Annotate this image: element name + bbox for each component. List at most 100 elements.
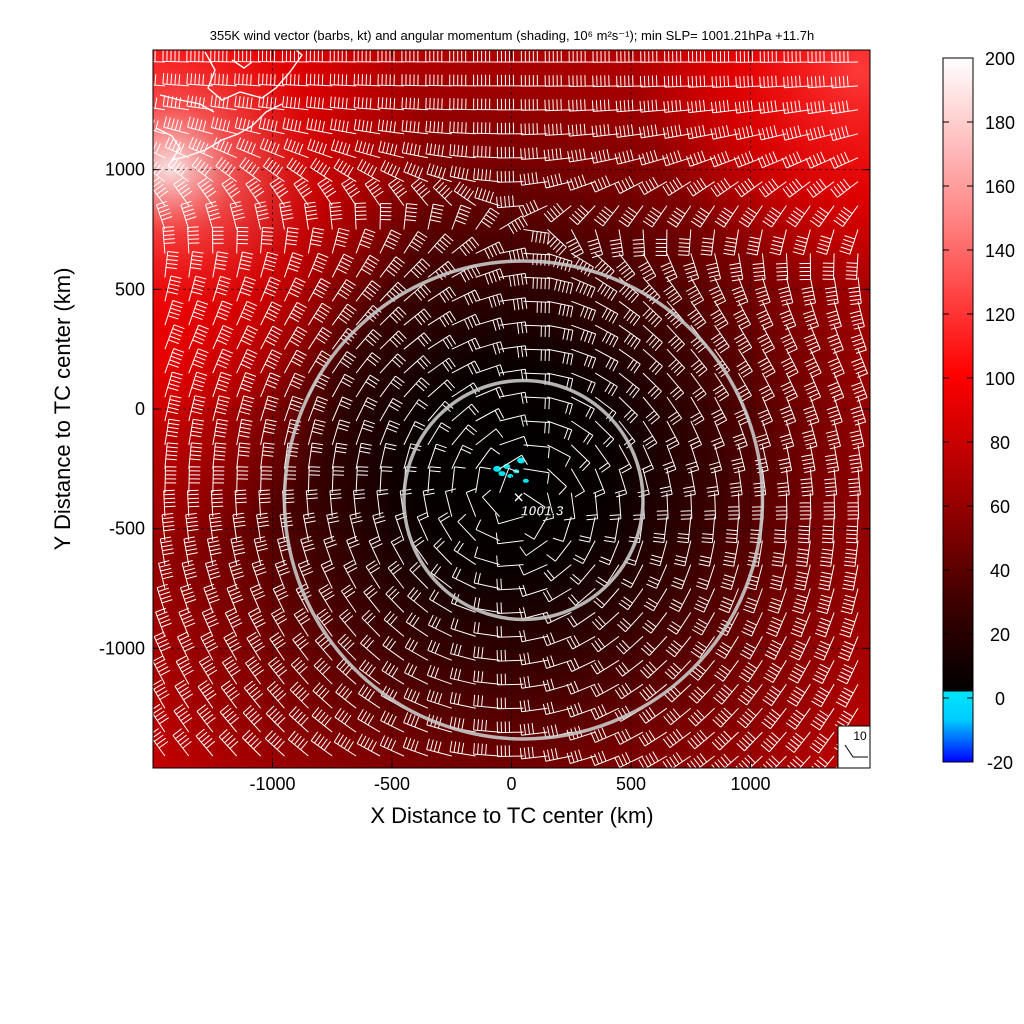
wind-barb bbox=[827, 372, 845, 402]
wind-barb bbox=[642, 324, 663, 352]
wind-barb bbox=[197, 177, 217, 206]
wind-barb bbox=[779, 420, 795, 450]
wind-barb bbox=[656, 492, 669, 520]
wind-barb bbox=[652, 516, 668, 543]
wind-barb bbox=[317, 177, 337, 206]
wind-barb bbox=[759, 51, 787, 63]
wind-barb bbox=[326, 512, 340, 541]
wind-barb bbox=[283, 442, 299, 469]
wind-barb bbox=[335, 683, 357, 709]
wind-barb bbox=[735, 75, 763, 88]
wind-barb bbox=[340, 584, 357, 613]
wind-barb bbox=[306, 118, 333, 135]
wind-barb bbox=[826, 301, 842, 330]
wind-barb bbox=[305, 50, 333, 63]
wind-barb bbox=[260, 325, 283, 350]
wind-barb bbox=[567, 611, 596, 628]
radius-circle bbox=[282, 259, 765, 741]
wind-barb bbox=[153, 728, 169, 757]
wind-barb bbox=[475, 408, 505, 422]
wind-barb bbox=[234, 95, 261, 111]
wind-barb bbox=[475, 386, 505, 399]
wind-barb bbox=[473, 145, 500, 159]
wind-barb bbox=[731, 444, 746, 474]
wind-barb bbox=[666, 324, 685, 353]
wind-barb bbox=[722, 540, 739, 567]
wind-barb bbox=[642, 348, 663, 375]
wind-barb bbox=[212, 418, 229, 445]
wind-barb bbox=[838, 636, 859, 661]
wind-barb bbox=[283, 349, 307, 374]
wind-barb bbox=[638, 149, 668, 166]
wind-barb bbox=[566, 680, 596, 695]
wind-barb bbox=[401, 74, 428, 87]
wind-barb bbox=[167, 156, 190, 182]
wind-barb bbox=[712, 372, 730, 402]
wind-barb bbox=[563, 492, 576, 521]
wind-barb bbox=[307, 466, 321, 493]
wind-barb bbox=[426, 689, 452, 709]
wind-barb bbox=[710, 100, 739, 114]
wind-barb bbox=[830, 100, 859, 115]
wind-barb bbox=[457, 513, 477, 541]
colorbar-tick-label: 20 bbox=[990, 625, 1010, 645]
wind-barb bbox=[760, 755, 787, 768]
wind-barb bbox=[710, 301, 729, 330]
wind-barb bbox=[372, 512, 386, 541]
wind-barb bbox=[618, 300, 641, 326]
wind-barb bbox=[403, 308, 432, 326]
wind-barb bbox=[236, 348, 258, 374]
wind-barb bbox=[177, 631, 195, 661]
wind-barb bbox=[686, 150, 715, 167]
wind-barb bbox=[159, 536, 175, 565]
wind-barb bbox=[188, 395, 206, 422]
wind-barb bbox=[638, 124, 667, 139]
wind-barb bbox=[260, 395, 279, 422]
wind-barb bbox=[307, 442, 324, 469]
wind-barb bbox=[543, 202, 572, 223]
wind-barb bbox=[450, 642, 476, 661]
wind-barb bbox=[523, 396, 550, 410]
wind-barb bbox=[851, 372, 868, 402]
wind-barb bbox=[687, 729, 715, 750]
wind-barb bbox=[618, 444, 632, 474]
wind-barb bbox=[236, 372, 257, 398]
wind-barb bbox=[401, 120, 428, 135]
wind-barb bbox=[281, 73, 309, 87]
wind-barb bbox=[355, 419, 376, 446]
wind-barb bbox=[810, 707, 835, 731]
wind-barb bbox=[690, 205, 716, 228]
wind-barb bbox=[282, 117, 309, 135]
wind-barb bbox=[186, 50, 213, 63]
wind-barb bbox=[188, 466, 201, 493]
wind-barb bbox=[175, 655, 194, 685]
wind-barb bbox=[663, 277, 683, 306]
wind-barb bbox=[260, 227, 274, 254]
wind-barb bbox=[793, 564, 811, 591]
wind-barb bbox=[639, 75, 667, 88]
wind-barb bbox=[686, 124, 715, 140]
wind-barb bbox=[665, 636, 692, 658]
wind-barb bbox=[449, 692, 476, 709]
wind-barb bbox=[330, 139, 357, 159]
wind-barb bbox=[355, 466, 369, 493]
wind-barb bbox=[639, 659, 668, 679]
wind-barb bbox=[614, 176, 644, 194]
wind-barb bbox=[451, 313, 481, 330]
wind-barb bbox=[427, 357, 456, 374]
wind-barb bbox=[802, 301, 819, 330]
wind-barb bbox=[221, 655, 241, 685]
wind-barb bbox=[475, 207, 500, 230]
wind-barb bbox=[660, 253, 678, 283]
wind-barb bbox=[401, 97, 428, 111]
wind-barb bbox=[361, 609, 381, 637]
wind-barb bbox=[310, 157, 333, 183]
wind-barb bbox=[738, 660, 763, 683]
wind-barb bbox=[782, 100, 811, 114]
wind-barb bbox=[200, 631, 219, 661]
wind-barb bbox=[567, 588, 596, 606]
wind-barb bbox=[590, 148, 620, 164]
wind-barb bbox=[379, 229, 402, 254]
wind-barb bbox=[300, 536, 315, 565]
wind-barb bbox=[451, 424, 478, 446]
